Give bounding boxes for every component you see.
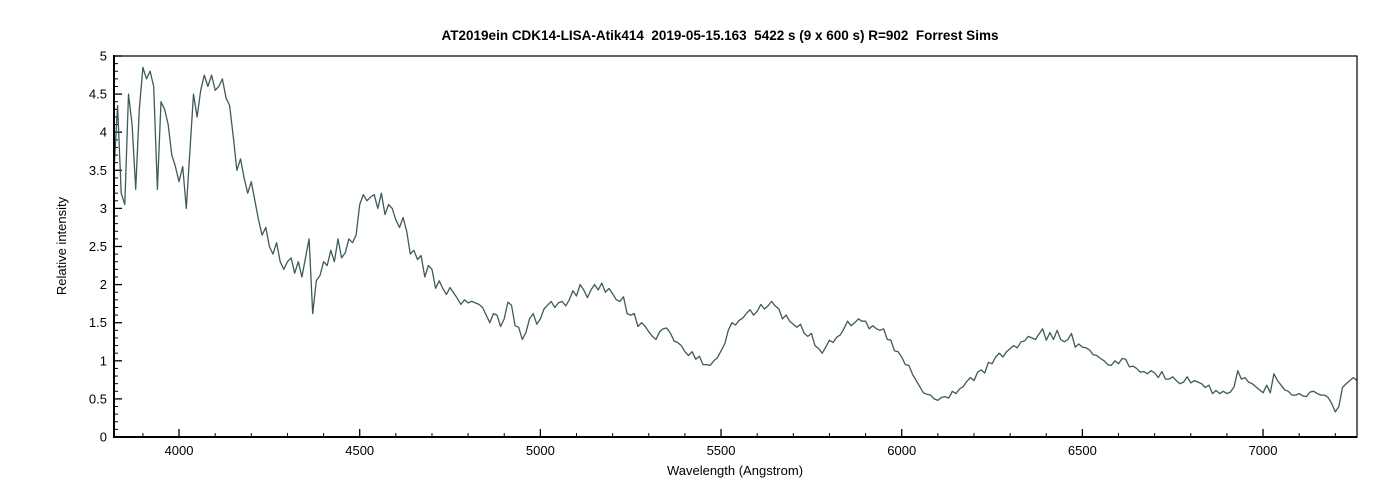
- y-tick-label: 1: [100, 353, 107, 368]
- y-axis-label: Relative intensity: [54, 196, 69, 295]
- y-tick-label: 1.5: [89, 315, 107, 330]
- y-tick-label: 0: [100, 430, 107, 445]
- tick-labels: 4000 4500 5000 5500 6000 6500 7000 0 0.5 1 1.5 2 2.5…: [89, 49, 1278, 459]
- y-tick-label: 2.5: [89, 239, 107, 254]
- y-tick-label: 2: [100, 277, 107, 292]
- spectrum-line: [113, 66, 1358, 413]
- x-tick-label: 4500: [345, 443, 374, 458]
- x-tick-label: 7000: [1249, 443, 1278, 458]
- plot-area: [114, 56, 1357, 437]
- chart-title: AT2019ein CDK14-LISA-Atik414 2019-05-15.…: [442, 28, 999, 43]
- y-tick-label: 3: [100, 201, 107, 216]
- x-axis-label: Wavelength (Angstrom): [667, 463, 803, 478]
- x-tick-label: 6000: [887, 443, 916, 458]
- x-tick-label: 6500: [1068, 443, 1097, 458]
- y-tick-label: 4.5: [89, 87, 107, 102]
- y-tick-label: 3.5: [89, 163, 107, 178]
- x-tick-label: 4000: [165, 443, 194, 458]
- x-tick-label: 5500: [707, 443, 736, 458]
- y-tick-label: 0.5: [89, 391, 107, 406]
- x-tick-label: 5000: [526, 443, 555, 458]
- y-tick-label: 4: [100, 125, 107, 140]
- y-tick-label: 5: [100, 49, 107, 64]
